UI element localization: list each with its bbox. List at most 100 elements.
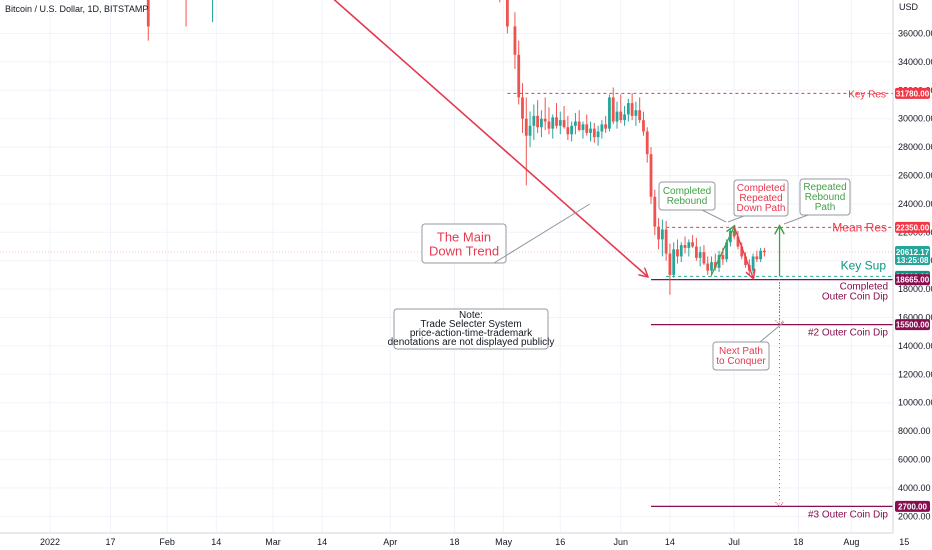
candle[interactable] xyxy=(736,230,740,250)
candle[interactable] xyxy=(513,12,517,69)
candle[interactable] xyxy=(600,120,604,139)
candle[interactable] xyxy=(592,122,596,143)
candle-body xyxy=(740,246,744,257)
candle[interactable] xyxy=(146,0,150,41)
candle-body xyxy=(521,97,524,119)
completed-rebound-callout-box xyxy=(658,181,716,211)
candle-body xyxy=(570,125,574,135)
price-tag xyxy=(895,319,930,331)
candle[interactable] xyxy=(687,239,691,257)
candle[interactable] xyxy=(660,219,664,257)
candle[interactable] xyxy=(521,83,524,133)
candle[interactable] xyxy=(634,101,638,126)
candle[interactable] xyxy=(551,114,555,139)
candle[interactable] xyxy=(691,235,694,248)
candle[interactable] xyxy=(498,0,501,3)
note-box: Note: Trade Selecter System price-action-t… xyxy=(388,308,554,350)
candle[interactable] xyxy=(657,218,660,250)
candle[interactable] xyxy=(604,115,608,133)
candle-body xyxy=(702,252,706,264)
candle[interactable] xyxy=(763,247,766,257)
candle[interactable] xyxy=(532,104,536,141)
candle[interactable] xyxy=(759,247,763,263)
candle[interactable] xyxy=(615,101,619,129)
candle[interactable] xyxy=(664,220,668,261)
candle[interactable] xyxy=(626,98,630,122)
completed-rebound-callout: Completed Rebound xyxy=(658,181,727,223)
candle[interactable] xyxy=(619,94,623,123)
candle[interactable] xyxy=(683,236,687,254)
candle[interactable] xyxy=(536,100,540,133)
candle-body xyxy=(577,121,581,131)
candle[interactable] xyxy=(570,121,574,142)
level-label-bg xyxy=(846,87,888,99)
time-tick-label: Jul xyxy=(728,537,740,547)
candle-body xyxy=(668,253,672,275)
price-axis-currency: USD xyxy=(899,2,919,12)
candle[interactable] xyxy=(185,0,188,27)
candle[interactable] xyxy=(581,121,585,139)
candle[interactable] xyxy=(505,0,509,34)
candle[interactable] xyxy=(577,110,581,132)
candle[interactable] xyxy=(611,87,615,125)
candle[interactable] xyxy=(558,111,562,135)
candle[interactable] xyxy=(645,127,649,163)
candle-body xyxy=(574,121,577,126)
candle[interactable] xyxy=(744,252,747,268)
candle-body xyxy=(604,124,608,129)
candle[interactable] xyxy=(649,147,653,204)
current-price-text: 20612.17 xyxy=(896,248,930,257)
candle[interactable] xyxy=(642,111,645,136)
candle[interactable] xyxy=(566,115,570,140)
candle[interactable] xyxy=(596,125,600,146)
candle-body xyxy=(751,256,755,271)
candle[interactable] xyxy=(630,93,634,121)
candle[interactable] xyxy=(710,256,713,277)
candle-body xyxy=(558,120,562,126)
candle[interactable] xyxy=(555,103,558,129)
current-price-tag xyxy=(895,246,930,266)
candle[interactable] xyxy=(717,250,721,273)
candle[interactable] xyxy=(543,97,547,131)
candle-body xyxy=(626,103,630,115)
candle[interactable] xyxy=(211,0,214,23)
candle[interactable] xyxy=(706,256,710,275)
candle[interactable] xyxy=(698,246,702,267)
candle[interactable] xyxy=(623,105,626,126)
candle[interactable] xyxy=(676,239,679,264)
candle[interactable] xyxy=(751,253,755,274)
price-tick-label: 10000.00 xyxy=(898,398,932,408)
repeated-rebound-callout: Repeated Rebound Path xyxy=(783,178,851,225)
candle-body xyxy=(615,111,619,122)
completed-rebound-callout-text: Completed Rebound xyxy=(663,186,711,207)
candle[interactable] xyxy=(694,237,698,261)
candle[interactable] xyxy=(702,245,706,265)
candle[interactable] xyxy=(562,105,566,129)
time-tick-label: 18 xyxy=(793,537,803,547)
candle[interactable] xyxy=(540,110,543,138)
candle[interactable] xyxy=(517,40,521,105)
candle[interactable] xyxy=(574,113,577,135)
price-tick-label: 14000.00 xyxy=(898,341,932,351)
candle-body xyxy=(755,256,759,260)
candle[interactable] xyxy=(755,250,759,263)
candle-body xyxy=(698,252,702,258)
candle[interactable] xyxy=(528,111,532,148)
candle[interactable] xyxy=(638,97,642,123)
candle[interactable] xyxy=(589,121,592,142)
time-tick-label: 17 xyxy=(105,537,115,547)
time-tick-label: Apr xyxy=(383,537,397,547)
candle[interactable] xyxy=(740,242,744,260)
candle[interactable] xyxy=(672,242,676,278)
candle[interactable] xyxy=(653,189,657,236)
time-tick-label: May xyxy=(495,537,513,547)
candle[interactable] xyxy=(524,97,528,186)
candle-body xyxy=(721,255,725,260)
candle[interactable] xyxy=(668,243,672,295)
candle-body xyxy=(642,120,645,132)
candle[interactable] xyxy=(547,107,551,135)
candle[interactable] xyxy=(585,114,589,136)
candle[interactable] xyxy=(679,242,683,263)
candle[interactable] xyxy=(608,94,611,132)
